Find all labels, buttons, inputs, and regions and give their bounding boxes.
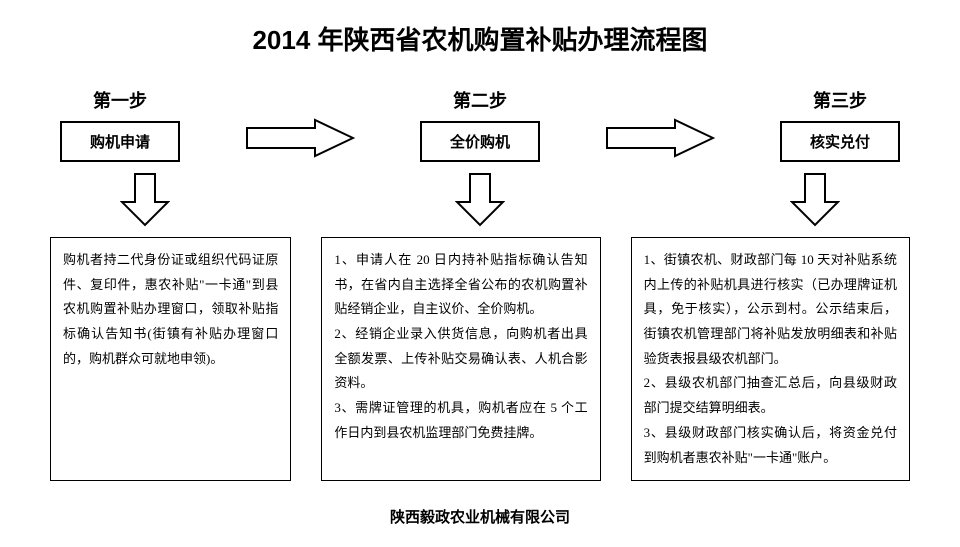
down-arrows-row bbox=[40, 172, 920, 227]
step-2-group: 第二步 全价购机 bbox=[420, 87, 540, 162]
step-3-box: 核实兑付 bbox=[780, 121, 900, 162]
descriptions-row: 购机者持二代身份证或组织代码证原件、复印件，惠农补贴"一卡通"到县农机购置补贴办… bbox=[40, 237, 920, 481]
arrow-down-1 bbox=[120, 172, 170, 227]
step-3-label: 第三步 bbox=[813, 87, 867, 113]
step-1-label: 第一步 bbox=[93, 87, 147, 113]
step-3-group: 第三步 核实兑付 bbox=[780, 87, 900, 162]
steps-row: 第一步 购机申请 第二步 全价购机 第三步 核实兑付 bbox=[40, 87, 920, 162]
arrow-right-2 bbox=[605, 118, 715, 158]
step-1-group: 第一步 购机申请 bbox=[60, 87, 180, 162]
page-title: 2014 年陕西省农机购置补贴办理流程图 bbox=[40, 20, 920, 57]
step-2-box: 全价购机 bbox=[420, 121, 540, 162]
desc-box-1: 购机者持二代身份证或组织代码证原件、复印件，惠农补贴"一卡通"到县农机购置补贴办… bbox=[50, 237, 291, 481]
desc-box-2: 1、申请人在 20 日内持补贴指标确认告知书，在省内自主选择全省公布的农机购置补… bbox=[321, 237, 600, 481]
arrow-right-1 bbox=[245, 118, 355, 158]
step-2-label: 第二步 bbox=[453, 87, 507, 113]
desc-box-3: 1、街镇农机、财政部门每 10 天对补贴系统内上传的补贴机具进行核实（已办理牌证… bbox=[631, 237, 910, 481]
arrow-down-3 bbox=[790, 172, 840, 227]
step-1-box: 购机申请 bbox=[60, 121, 180, 162]
arrow-down-2 bbox=[455, 172, 505, 227]
footer-text: 陕西毅政农业机械有限公司 bbox=[40, 506, 920, 527]
